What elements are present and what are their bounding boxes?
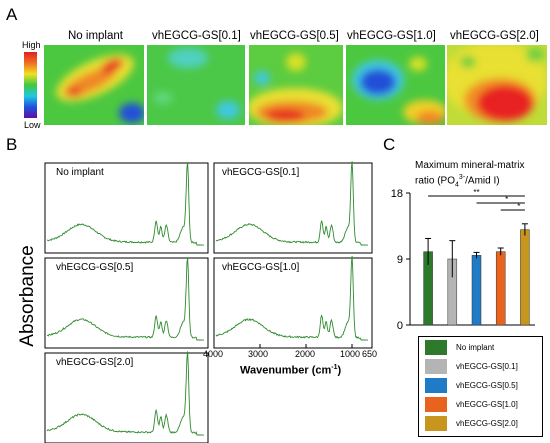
bar-4 bbox=[520, 229, 530, 326]
heatmap-title-1: No implant bbox=[68, 30, 123, 42]
colorbar-low-label: Low bbox=[24, 120, 41, 130]
ftir-box-gs-0-5 bbox=[44, 257, 209, 349]
heatmap-title-5: vhEGCG-GS[2.0] bbox=[450, 30, 539, 42]
title-sup: 3- bbox=[458, 174, 466, 181]
heatmap-title-2: vhEGCG-GS[0.1] bbox=[152, 30, 241, 42]
ftir-spectra bbox=[44, 161, 373, 443]
legend-item-4: vhEGCG-GS[2.0] bbox=[425, 415, 542, 432]
panel-letter-b: B bbox=[6, 135, 18, 154]
legend-swatch-1 bbox=[425, 359, 447, 374]
ftir-box-gs-0-1 bbox=[213, 162, 373, 254]
ftir-spectrum-line-0 bbox=[46, 162, 204, 246]
ftir-label-gs-0-1: vhEGCG-GS[0.1] bbox=[222, 167, 300, 178]
heatmap-no-implant bbox=[44, 45, 144, 125]
bar-chart-title: Maximum mineral-matrix ratio (PO43-/Amid… bbox=[415, 160, 524, 191]
legend-item-1: vhEGCG-GS[0.1] bbox=[425, 358, 542, 375]
heatmap-title-3: vhEGCG-GS[0.5] bbox=[250, 30, 339, 42]
title-pre: ratio (PO bbox=[415, 175, 456, 187]
ftir-xtick-650: 650 bbox=[362, 349, 378, 359]
significance-label-2: * bbox=[517, 202, 520, 211]
ftir-xtick-1000: 1000 bbox=[340, 349, 361, 359]
ftir-label-gs-1-0: vhEGCG-GS[1.0] bbox=[222, 262, 300, 273]
ftir-spectrum-line-3 bbox=[215, 255, 368, 341]
ftir-xtick-3000: 3000 bbox=[248, 349, 269, 359]
ftir-xtick-4000: 4000 bbox=[203, 349, 224, 359]
legend-label-4: vhEGCG-GS[2.0] bbox=[456, 419, 518, 428]
bar-ytick-label-0: 0 bbox=[397, 320, 403, 332]
bar-legend: No implant vhEGCG-GS[0.1] vhEGCG-GS[0.5] vh… bbox=[418, 336, 543, 437]
heatmap-gs-0-5 bbox=[249, 45, 343, 125]
bar-ytick-label-2: 18 bbox=[391, 188, 403, 200]
legend-item-3: vhEGCG-GS[1.0] bbox=[425, 396, 542, 413]
ftir-box-gs-2-0 bbox=[44, 352, 209, 443]
legend-label-1: vhEGCG-GS[0.1] bbox=[456, 362, 518, 371]
ftir-label-no-implant: No implant bbox=[56, 167, 104, 178]
colorbar-high-label: High bbox=[22, 40, 41, 50]
legend-label-0: No implant bbox=[456, 343, 495, 352]
significance-label-1: * bbox=[505, 195, 508, 204]
ftir-spectrum-line-2 bbox=[46, 257, 204, 341]
bar-ytick-label-1: 9 bbox=[397, 254, 403, 266]
panel-letter-c: C bbox=[383, 135, 396, 154]
ftir-label-gs-0-5: vhEGCG-GS[0.5] bbox=[56, 262, 134, 273]
heatmap-gs-2-0 bbox=[447, 45, 547, 125]
ftir-label-gs-2-0: vhEGCG-GS[2.0] bbox=[56, 357, 134, 368]
legend-swatch-0 bbox=[425, 340, 447, 355]
heatmap-images bbox=[44, 45, 547, 125]
ftir-box-gs-1-0 bbox=[213, 257, 373, 349]
legend-label-3: vhEGCG-GS[1.0] bbox=[456, 400, 518, 409]
bar-2 bbox=[471, 255, 482, 326]
ftir-xlabel-text: Wavenumber (cm bbox=[240, 364, 332, 377]
ftir-xtick-2000: 2000 bbox=[295, 349, 316, 359]
legend-label-2: vhEGCG-GS[0.5] bbox=[456, 381, 518, 390]
heatmap-colorbar bbox=[24, 52, 37, 118]
bar-3 bbox=[495, 251, 506, 326]
heatmap-title-4: vhEGCG-GS[1.0] bbox=[347, 30, 436, 42]
bar-chart-title-line1: Maximum mineral-matrix bbox=[415, 160, 525, 171]
ftir-xlabel: Wavenumber (cm-1) bbox=[240, 364, 341, 377]
ftir-spectrum-line-4 bbox=[46, 351, 204, 436]
ftir-xlabel-end: ) bbox=[337, 364, 342, 377]
ftir-xlabel-sup: -1 bbox=[331, 364, 338, 371]
heatmap-gs-0-1 bbox=[147, 45, 245, 125]
bar-chart-title-line2: ratio (PO43-/Amid I) bbox=[415, 172, 524, 191]
significance-label-0: ** bbox=[473, 188, 479, 197]
legend-swatch-4 bbox=[425, 416, 447, 431]
title-sub: 4 bbox=[455, 181, 459, 189]
title-post: /Amid I) bbox=[465, 175, 500, 187]
legend-swatch-2 bbox=[425, 378, 447, 393]
panel-letter-a: A bbox=[6, 5, 18, 24]
ftir-box-no-implant bbox=[44, 162, 209, 254]
ftir-ylabel: Absorbance bbox=[17, 245, 38, 347]
heatmap-gs-1-0 bbox=[346, 45, 445, 125]
legend-item-2: vhEGCG-GS[0.5] bbox=[425, 377, 542, 394]
ftir-spectrum-line-1 bbox=[215, 161, 368, 246]
legend-item-0: No implant bbox=[425, 339, 542, 356]
legend-swatch-3 bbox=[425, 397, 447, 412]
